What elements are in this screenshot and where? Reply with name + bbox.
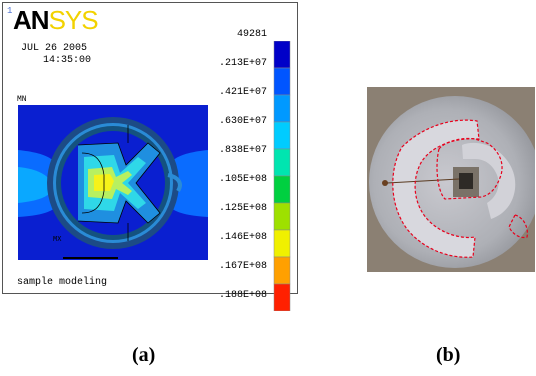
legend-swatch bbox=[273, 121, 291, 150]
legend-swatch bbox=[273, 148, 291, 177]
legend-value: .630E+07 bbox=[218, 116, 267, 127]
legend-swatch bbox=[273, 256, 291, 285]
corner-mark: 1 bbox=[7, 6, 13, 16]
result-time: 14:35:00 bbox=[43, 55, 92, 66]
device-photograph bbox=[367, 87, 535, 272]
max-label: MX bbox=[53, 236, 62, 244]
legend-value: .188E+08 bbox=[218, 290, 267, 301]
flexure-outline-left bbox=[81, 152, 105, 214]
min-label: MN bbox=[17, 95, 27, 104]
contour-band-right bbox=[168, 150, 208, 217]
outline-right-edge bbox=[508, 214, 528, 239]
outline-center-mass bbox=[436, 137, 503, 200]
legend-value: .105E+08 bbox=[218, 174, 267, 185]
result-date: JUL 26 2005 bbox=[21, 43, 88, 54]
ansys-logo-prefix: AN bbox=[13, 5, 50, 35]
legend-value: 49281 bbox=[236, 29, 267, 40]
structure-outline bbox=[77, 142, 161, 224]
model-caption: sample modeling bbox=[17, 277, 108, 288]
ansys-logo: ANSYS bbox=[13, 5, 99, 35]
bond-point bbox=[382, 180, 388, 186]
caption-a: (a) bbox=[132, 344, 156, 366]
legend-value: .838E+07 bbox=[218, 145, 267, 156]
outline-left-flexure bbox=[392, 119, 480, 258]
legend-value: .421E+07 bbox=[218, 87, 267, 98]
legend-swatch bbox=[273, 67, 291, 96]
caption-b: (b) bbox=[436, 344, 461, 366]
legend-swatch bbox=[273, 175, 291, 204]
bond-wire bbox=[386, 178, 460, 184]
contour-bottom-tick bbox=[63, 257, 118, 259]
legend-value: .125E+08 bbox=[218, 203, 267, 214]
legend-value: .167E+08 bbox=[218, 261, 267, 272]
ansys-result-window: 1 ANSYS JUL 26 2005 14:35:00 MN MX 49281… bbox=[2, 2, 298, 311]
legend-swatch bbox=[273, 283, 291, 311]
ansys-logo-suffix: SYS bbox=[48, 5, 99, 35]
color-legend-bar bbox=[273, 41, 291, 311]
contour-band-left-inner bbox=[18, 167, 50, 203]
legend-value: .146E+08 bbox=[218, 232, 267, 243]
legend-swatch bbox=[273, 41, 291, 69]
ring-gap-highlight bbox=[167, 173, 182, 193]
legend-value: .213E+07 bbox=[218, 58, 267, 69]
legend-swatch bbox=[273, 202, 291, 231]
chip-die bbox=[459, 173, 473, 189]
flexure-metal-left bbox=[392, 120, 479, 258]
legend-swatch bbox=[273, 229, 291, 258]
stress-contour-plot: MX bbox=[18, 105, 208, 260]
legend-swatch bbox=[273, 94, 291, 123]
